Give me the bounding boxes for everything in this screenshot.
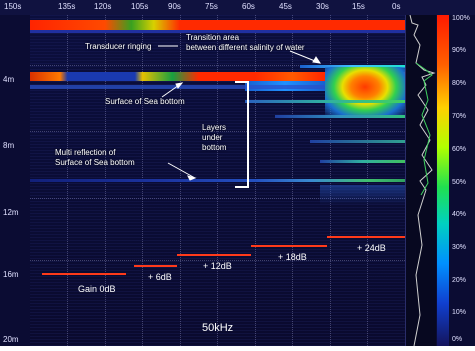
annotation-transition: between different salinity of water (186, 43, 305, 52)
gridline (30, 198, 405, 199)
gridline (30, 65, 405, 66)
annotation-surface: Surface of Sea bottom (105, 97, 185, 106)
time-axis: 150s 135s 120s 105s 90s 75s 60s 45s 30s … (0, 0, 405, 15)
sea-bottom-surface (325, 67, 405, 117)
gain-label: + 18dB (278, 252, 307, 262)
scale-label: 40% (452, 211, 467, 218)
arrow-head (312, 56, 322, 64)
annotation-transducer: Transducer ringing (85, 42, 152, 51)
depth-tick: 8m (3, 141, 15, 150)
scale-label: 100% (452, 15, 470, 22)
time-tick: 135s (58, 2, 76, 11)
time-tick: 30s (316, 2, 329, 11)
transducer-ringing-band (30, 30, 405, 33)
annotation-layers: bottom (202, 143, 227, 152)
time-tick: 45s (279, 2, 292, 11)
sea-bottom-surface (30, 72, 405, 81)
gain-bar (134, 265, 177, 267)
scale-label: 0% (452, 336, 463, 343)
gain-label: + 6dB (148, 272, 172, 282)
gain-label: Gain 0dB (78, 284, 116, 294)
time-tick: 150s (4, 2, 22, 11)
depth-tick: 20m (3, 335, 19, 344)
gridline (30, 260, 405, 261)
layers-bracket (235, 81, 249, 188)
multi-reflection-band (30, 179, 405, 182)
annotation-multi-reflection: Surface of Sea bottom (55, 158, 135, 167)
depth-tick: 4m (3, 75, 15, 84)
scale-label: 20% (452, 277, 467, 284)
transducer-ringing-band (30, 20, 405, 30)
time-tick: 60s (242, 2, 255, 11)
multi-reflection-band (320, 185, 405, 205)
gain-label: + 24dB (357, 243, 386, 253)
scale-label: 30% (452, 244, 467, 251)
gridline (30, 131, 405, 132)
gain-bar (177, 254, 251, 256)
depth-axis: 4m 8m 12m 16m 20m (0, 15, 30, 346)
annotation-arrows (158, 45, 322, 181)
time-tick: 75s (205, 2, 218, 11)
amplitude-profile (405, 14, 436, 347)
depth-tick: 12m (3, 208, 19, 217)
time-tick: 105s (131, 2, 149, 11)
gain-bar (42, 273, 126, 275)
transition-band (300, 65, 405, 68)
subbottom-layer (320, 160, 405, 163)
subbottom-layer (245, 100, 405, 103)
time-tick: 90s (168, 2, 181, 11)
scale-label: 50% (452, 179, 467, 186)
time-tick: 15s (352, 2, 365, 11)
gain-bar (251, 245, 327, 247)
subbottom-layer (310, 140, 405, 143)
annotation-multi-reflection: Multi reflection of (55, 148, 116, 157)
gain-label: + 12dB (203, 261, 232, 271)
frequency-label: 50kHz (202, 322, 234, 334)
gain-bar (327, 236, 405, 238)
depth-tick: 16m (3, 270, 19, 279)
scale-label: 70% (452, 113, 467, 120)
arrow-head (175, 82, 184, 89)
arrow-multi (167, 162, 196, 179)
time-tick: 120s (94, 2, 112, 11)
color-scale-bar (437, 15, 449, 346)
scale-label: 80% (452, 80, 467, 87)
scale-label: 10% (452, 309, 467, 316)
scale-label: 90% (452, 47, 467, 54)
annotation-layers: Layers (202, 123, 227, 132)
profile-trace (409, 14, 436, 347)
annotation-transition: Transition area (186, 33, 240, 42)
annotation-layers: under (202, 133, 223, 142)
top-strip (405, 0, 475, 15)
subbottom-layer (275, 115, 405, 118)
scale-label: 60% (452, 146, 467, 153)
time-tick: 0s (392, 2, 401, 11)
arrow-head (187, 175, 197, 181)
echogram-plot[interactable]: Transducer ringing Transition area betwe… (30, 15, 405, 346)
